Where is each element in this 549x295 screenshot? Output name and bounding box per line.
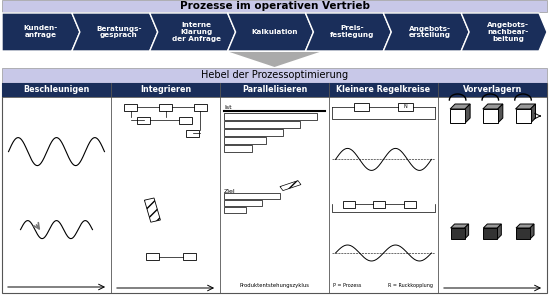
FancyBboxPatch shape (146, 253, 159, 260)
FancyBboxPatch shape (2, 83, 111, 97)
FancyBboxPatch shape (178, 117, 192, 124)
FancyBboxPatch shape (483, 228, 497, 239)
FancyBboxPatch shape (183, 253, 196, 260)
Polygon shape (516, 104, 535, 109)
Polygon shape (450, 104, 470, 109)
FancyBboxPatch shape (224, 206, 246, 213)
Polygon shape (280, 181, 301, 191)
Text: Prozesse im operativen Vertrieb: Prozesse im operativen Vertrieb (180, 1, 369, 11)
Polygon shape (72, 13, 158, 51)
FancyBboxPatch shape (224, 121, 300, 128)
Text: Preis-
festlegung: Preis- festlegung (330, 25, 374, 39)
Text: N: N (404, 104, 407, 109)
Text: Kunden-
anfrage: Kunden- anfrage (24, 25, 58, 39)
Polygon shape (150, 13, 236, 51)
FancyBboxPatch shape (2, 0, 547, 12)
Text: Ist: Ist (224, 105, 232, 110)
Polygon shape (451, 224, 469, 228)
FancyBboxPatch shape (220, 83, 329, 97)
Text: Angebots-
erstellung: Angebots- erstellung (409, 25, 451, 39)
FancyBboxPatch shape (450, 109, 465, 123)
Polygon shape (305, 13, 391, 51)
FancyBboxPatch shape (516, 109, 530, 123)
FancyBboxPatch shape (404, 201, 416, 208)
FancyBboxPatch shape (137, 117, 150, 124)
FancyBboxPatch shape (159, 104, 172, 111)
FancyBboxPatch shape (398, 103, 413, 111)
FancyBboxPatch shape (2, 68, 547, 83)
Polygon shape (530, 104, 535, 123)
FancyBboxPatch shape (451, 228, 464, 239)
Polygon shape (144, 198, 160, 222)
FancyBboxPatch shape (2, 83, 547, 293)
FancyBboxPatch shape (438, 83, 547, 97)
Polygon shape (465, 104, 470, 123)
FancyBboxPatch shape (483, 109, 498, 123)
Polygon shape (2, 13, 80, 51)
FancyBboxPatch shape (516, 228, 530, 239)
Text: Beschleunigen: Beschleunigen (23, 86, 89, 94)
Polygon shape (383, 13, 469, 51)
FancyBboxPatch shape (224, 129, 283, 136)
Polygon shape (228, 13, 313, 51)
Polygon shape (530, 224, 534, 239)
Text: Ziel: Ziel (224, 189, 236, 194)
Polygon shape (461, 13, 547, 51)
Text: R = Ruckkopplung: R = Ruckkopplung (389, 283, 434, 288)
Polygon shape (498, 104, 503, 123)
Polygon shape (464, 224, 469, 239)
Text: Angebots-
nachbear-
beitung: Angebots- nachbear- beitung (487, 22, 529, 42)
FancyBboxPatch shape (373, 201, 385, 208)
FancyBboxPatch shape (186, 130, 199, 137)
FancyBboxPatch shape (124, 104, 137, 111)
FancyBboxPatch shape (224, 137, 266, 144)
Text: Integrieren: Integrieren (140, 86, 191, 94)
Text: P = Prozess: P = Prozess (333, 283, 361, 288)
Text: Interne
Klarung
der Anfrage: Interne Klarung der Anfrage (172, 22, 221, 42)
FancyBboxPatch shape (224, 193, 279, 199)
Polygon shape (497, 224, 501, 239)
FancyBboxPatch shape (224, 145, 253, 152)
Text: Vorverlagern: Vorverlagern (463, 86, 522, 94)
FancyBboxPatch shape (343, 201, 355, 208)
FancyBboxPatch shape (224, 113, 317, 120)
Polygon shape (516, 224, 534, 228)
FancyBboxPatch shape (224, 200, 262, 206)
Text: Kleinere Regelkreise: Kleinere Regelkreise (337, 86, 430, 94)
FancyBboxPatch shape (329, 83, 438, 97)
FancyBboxPatch shape (194, 104, 207, 111)
Text: Hebel der Prozessoptimierung: Hebel der Prozessoptimierung (201, 71, 348, 81)
Text: Kalkulation: Kalkulation (251, 29, 298, 35)
Polygon shape (483, 104, 503, 109)
Polygon shape (483, 224, 501, 228)
FancyBboxPatch shape (111, 83, 220, 97)
Text: Parallelisieren: Parallelisieren (242, 86, 307, 94)
Text: Produktentstehungszyklus: Produktentstehungszyklus (239, 283, 310, 288)
Text: Beratungs-
gesprach: Beratungs- gesprach (96, 25, 142, 39)
FancyBboxPatch shape (354, 103, 369, 111)
Polygon shape (229, 52, 320, 67)
